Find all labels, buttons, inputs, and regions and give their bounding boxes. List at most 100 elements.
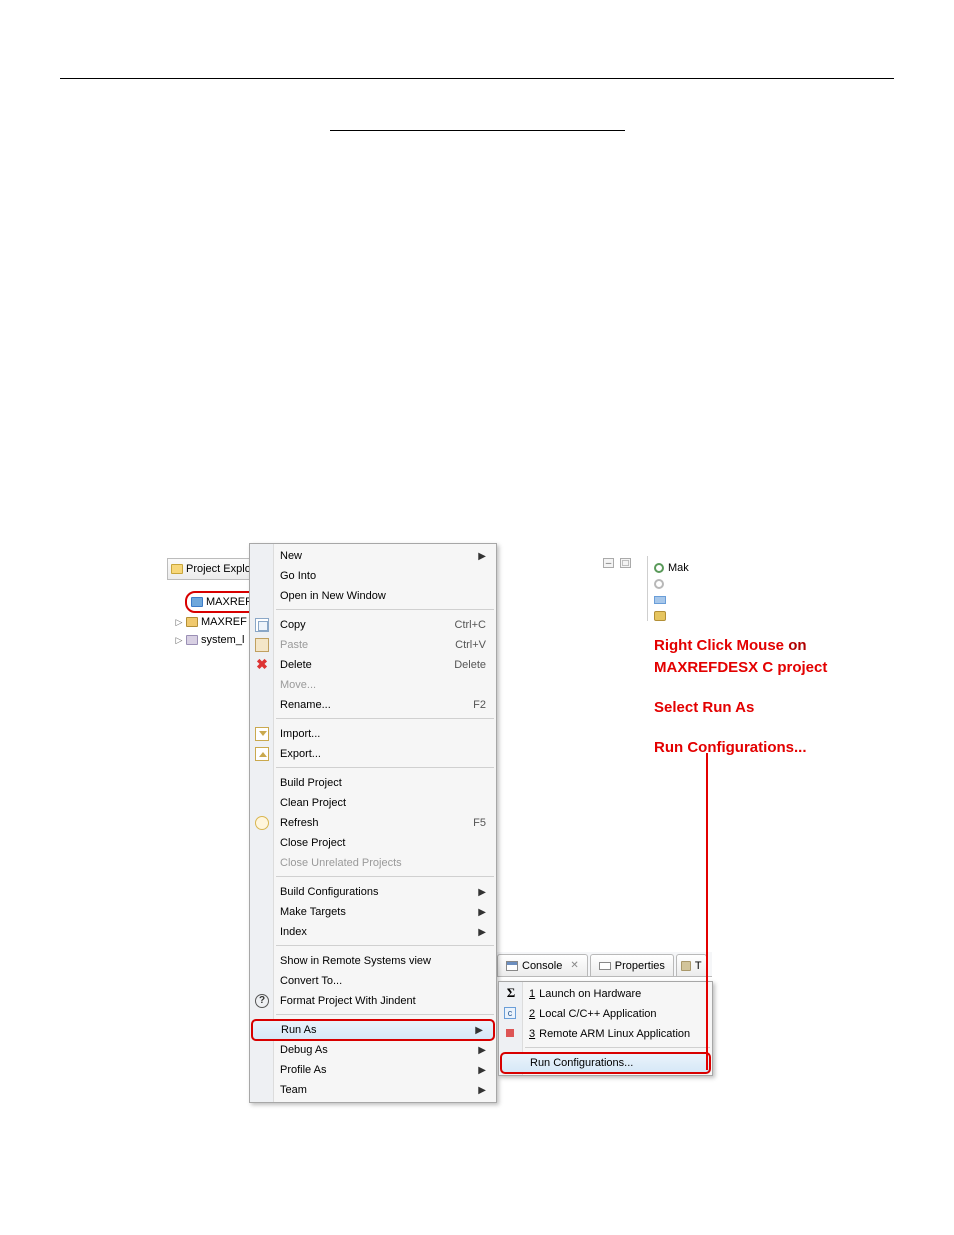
- menu-item-build-configs[interactable]: Build Configurations ▶: [250, 882, 496, 902]
- make-panel-title-row: Mak: [654, 560, 705, 576]
- make-panel-row[interactable]: [654, 592, 705, 608]
- submenu-arrow-icon: ▶: [478, 1085, 486, 1096]
- target-icon: [654, 563, 664, 573]
- annotation-text: Right Click Mouse on MAXREFDESX C projec…: [654, 635, 894, 777]
- menu-item-paste: Paste Ctrl+V: [250, 635, 496, 655]
- menu-item-format-jindent[interactable]: ? Format Project With Jindent: [250, 991, 496, 1011]
- expand-caret-icon[interactable]: ▷: [175, 613, 183, 631]
- menu-item-label: Go Into: [280, 570, 316, 582]
- menu-item-label: New: [280, 550, 302, 562]
- menu-item-label: Import...: [280, 728, 320, 740]
- annotation-line-1: Right Click Mouse on MAXREFDESX C projec…: [654, 635, 894, 679]
- make-panel-row[interactable]: [654, 608, 705, 624]
- menu-item-label: Team: [280, 1084, 307, 1096]
- editor-empty-area: – □: [497, 555, 637, 980]
- sigma-icon: Σ: [504, 986, 518, 1000]
- menu-item-convert-to[interactable]: Convert To...: [250, 971, 496, 991]
- menu-item-profile-as[interactable]: Profile As ▶: [250, 1060, 496, 1080]
- editor-minmax-controls: – □: [603, 558, 631, 572]
- terminal-icon: [681, 961, 691, 971]
- menu-item-label: Close Unrelated Projects: [280, 857, 402, 869]
- menu-item-delete[interactable]: ✖ Delete Delete: [250, 655, 496, 675]
- tab-properties[interactable]: Properties: [590, 954, 674, 976]
- submenu-item-local-c-app[interactable]: c 2 Local C/C++ Application: [499, 1004, 712, 1024]
- menu-item-label: Profile As: [280, 1064, 326, 1076]
- menu-shortcut: Ctrl+V: [455, 639, 486, 651]
- menu-item-label: Convert To...: [280, 975, 342, 987]
- make-panel-label: Mak: [668, 562, 689, 574]
- annotation-line-2: Select Run As: [654, 697, 894, 719]
- project-explorer-label: Project Explo: [186, 563, 251, 575]
- menu-item-label: Debug As: [280, 1044, 328, 1056]
- system-project-icon: [186, 635, 198, 645]
- c-project-icon: [191, 597, 203, 607]
- submenu-item-remote-arm[interactable]: 3 Remote ARM Linux Application: [499, 1024, 712, 1044]
- tab-label: T: [695, 960, 702, 972]
- menu-item-new[interactable]: New ▶: [250, 546, 496, 566]
- menu-shortcut: F5: [473, 817, 486, 829]
- tab-console[interactable]: Console ✕: [497, 954, 588, 976]
- tab-label: Console: [522, 960, 562, 972]
- maximize-icon[interactable]: □: [620, 558, 631, 568]
- minimize-icon[interactable]: –: [603, 558, 614, 568]
- top-horizontal-rule: [60, 78, 894, 79]
- build-icon: [654, 611, 666, 621]
- submenu-number: 2: [529, 1008, 535, 1020]
- submenu-arrow-icon: ▶: [478, 907, 486, 918]
- menu-item-copy[interactable]: Copy Ctrl+C: [250, 615, 496, 635]
- console-icon: [506, 961, 518, 971]
- properties-icon: [599, 962, 611, 970]
- menu-item-label: Refresh: [280, 817, 319, 829]
- menu-item-build-project[interactable]: Build Project: [250, 773, 496, 793]
- submenu-arrow-icon: ▶: [475, 1025, 483, 1036]
- menu-item-open-new-window[interactable]: Open in New Window: [250, 586, 496, 606]
- menu-item-go-into[interactable]: Go Into: [250, 566, 496, 586]
- menu-item-import[interactable]: Import...: [250, 724, 496, 744]
- submenu-number: 3: [529, 1028, 535, 1040]
- target-dimmed-icon: [654, 579, 664, 589]
- menu-item-export[interactable]: Export...: [250, 744, 496, 764]
- make-panel-row[interactable]: [654, 576, 705, 592]
- menu-item-label: Build Project: [280, 777, 342, 789]
- submenu-arrow-icon: ▶: [478, 927, 486, 938]
- menu-item-close-project[interactable]: Close Project: [250, 833, 496, 853]
- menu-item-label: Close Project: [280, 837, 345, 849]
- menu-item-label: Copy: [280, 619, 306, 631]
- copy-icon: [255, 618, 269, 632]
- submenu-number: 1: [529, 988, 535, 1000]
- expand-caret-icon[interactable]: ▷: [175, 631, 183, 649]
- mid-horizontal-rule: [330, 130, 625, 131]
- menu-item-close-unrelated: Close Unrelated Projects: [250, 853, 496, 873]
- menu-item-label: Make Targets: [280, 906, 346, 918]
- menu-shortcut: F2: [473, 699, 486, 711]
- submenu-arrow-icon: ▶: [478, 1065, 486, 1076]
- tab-terminal[interactable]: T: [676, 954, 707, 976]
- menu-item-label: Paste: [280, 639, 308, 651]
- menu-shortcut: Delete: [454, 659, 486, 671]
- bsp-project-icon: [186, 617, 198, 627]
- annotation-part: MAXREFDESX C project: [654, 659, 827, 676]
- submenu-arrow-icon: ▶: [478, 1045, 486, 1056]
- refresh-icon: [255, 816, 269, 830]
- menu-item-team[interactable]: Team ▶: [250, 1080, 496, 1100]
- annotation-line-3: Run Configurations...: [654, 737, 894, 759]
- close-icon[interactable]: ✕: [570, 960, 578, 971]
- project-explorer-tab[interactable]: Project Explo: [167, 558, 252, 580]
- menu-item-refresh[interactable]: Refresh F5: [250, 813, 496, 833]
- red-square-icon: [506, 1029, 514, 1037]
- bottom-tabs: Console ✕ Properties T: [497, 952, 712, 977]
- menu-item-label: Show in Remote Systems view: [280, 955, 431, 967]
- menu-item-label: Delete: [280, 659, 312, 671]
- menu-item-show-remote[interactable]: Show in Remote Systems view: [250, 951, 496, 971]
- menu-item-rename[interactable]: Rename... F2: [250, 695, 496, 715]
- tree-item-label: system_l: [201, 631, 244, 649]
- menu-item-clean-project[interactable]: Clean Project: [250, 793, 496, 813]
- menu-item-index[interactable]: Index ▶: [250, 922, 496, 942]
- menu-item-label: Index: [280, 926, 307, 938]
- submenu-item-label: Remote ARM Linux Application: [539, 1028, 690, 1040]
- menu-item-debug-as[interactable]: Debug As ▶: [250, 1040, 496, 1060]
- submenu-item-launch-hardware[interactable]: Σ 1 Launch on Hardware: [499, 984, 712, 1004]
- menu-item-make-targets[interactable]: Make Targets ▶: [250, 902, 496, 922]
- menu-item-run-as[interactable]: Run As ▶: [252, 1020, 494, 1040]
- context-menu: New ▶ Go Into Open in New Window Copy Ct…: [249, 543, 497, 1103]
